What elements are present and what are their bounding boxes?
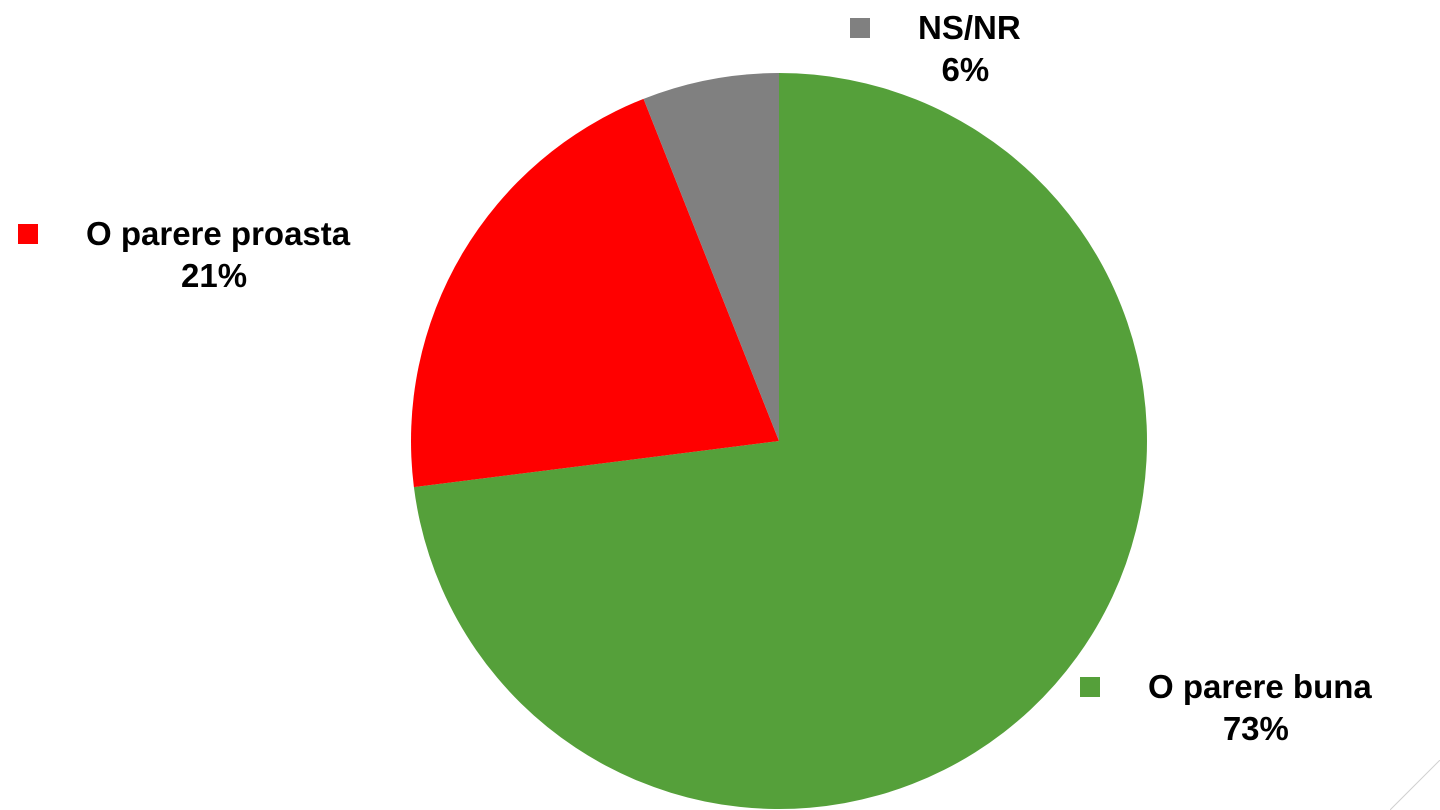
legend-swatch-ns-nr — [850, 18, 870, 38]
slice-ns-nr — [643, 73, 779, 441]
label-text-o-parere-proasta: O parere proasta — [86, 215, 351, 252]
slice-o-parere-buna — [413, 73, 1147, 809]
corner-decoration — [1390, 760, 1440, 810]
label-o-parere-proasta: O parere proasta 21% — [18, 213, 350, 297]
label-text-o-parere-buna: O parere buna — [1148, 668, 1372, 705]
label-value-o-parere-buna: 73% — [1222, 710, 1289, 747]
label-value-ns-nr: 6% — [941, 51, 990, 88]
slice-o-parere-proasta — [411, 98, 779, 488]
label-value-o-parere-proasta: 21% — [181, 257, 248, 294]
label-ns-nr: NS/NR 6% — [850, 7, 1021, 91]
legend-swatch-o-parere-proasta — [18, 224, 38, 244]
label-text-ns-nr: NS/NR — [918, 9, 1021, 46]
legend-swatch-o-parere-buna — [1080, 677, 1100, 697]
label-o-parere-buna: O parere buna 73% — [1080, 666, 1372, 750]
